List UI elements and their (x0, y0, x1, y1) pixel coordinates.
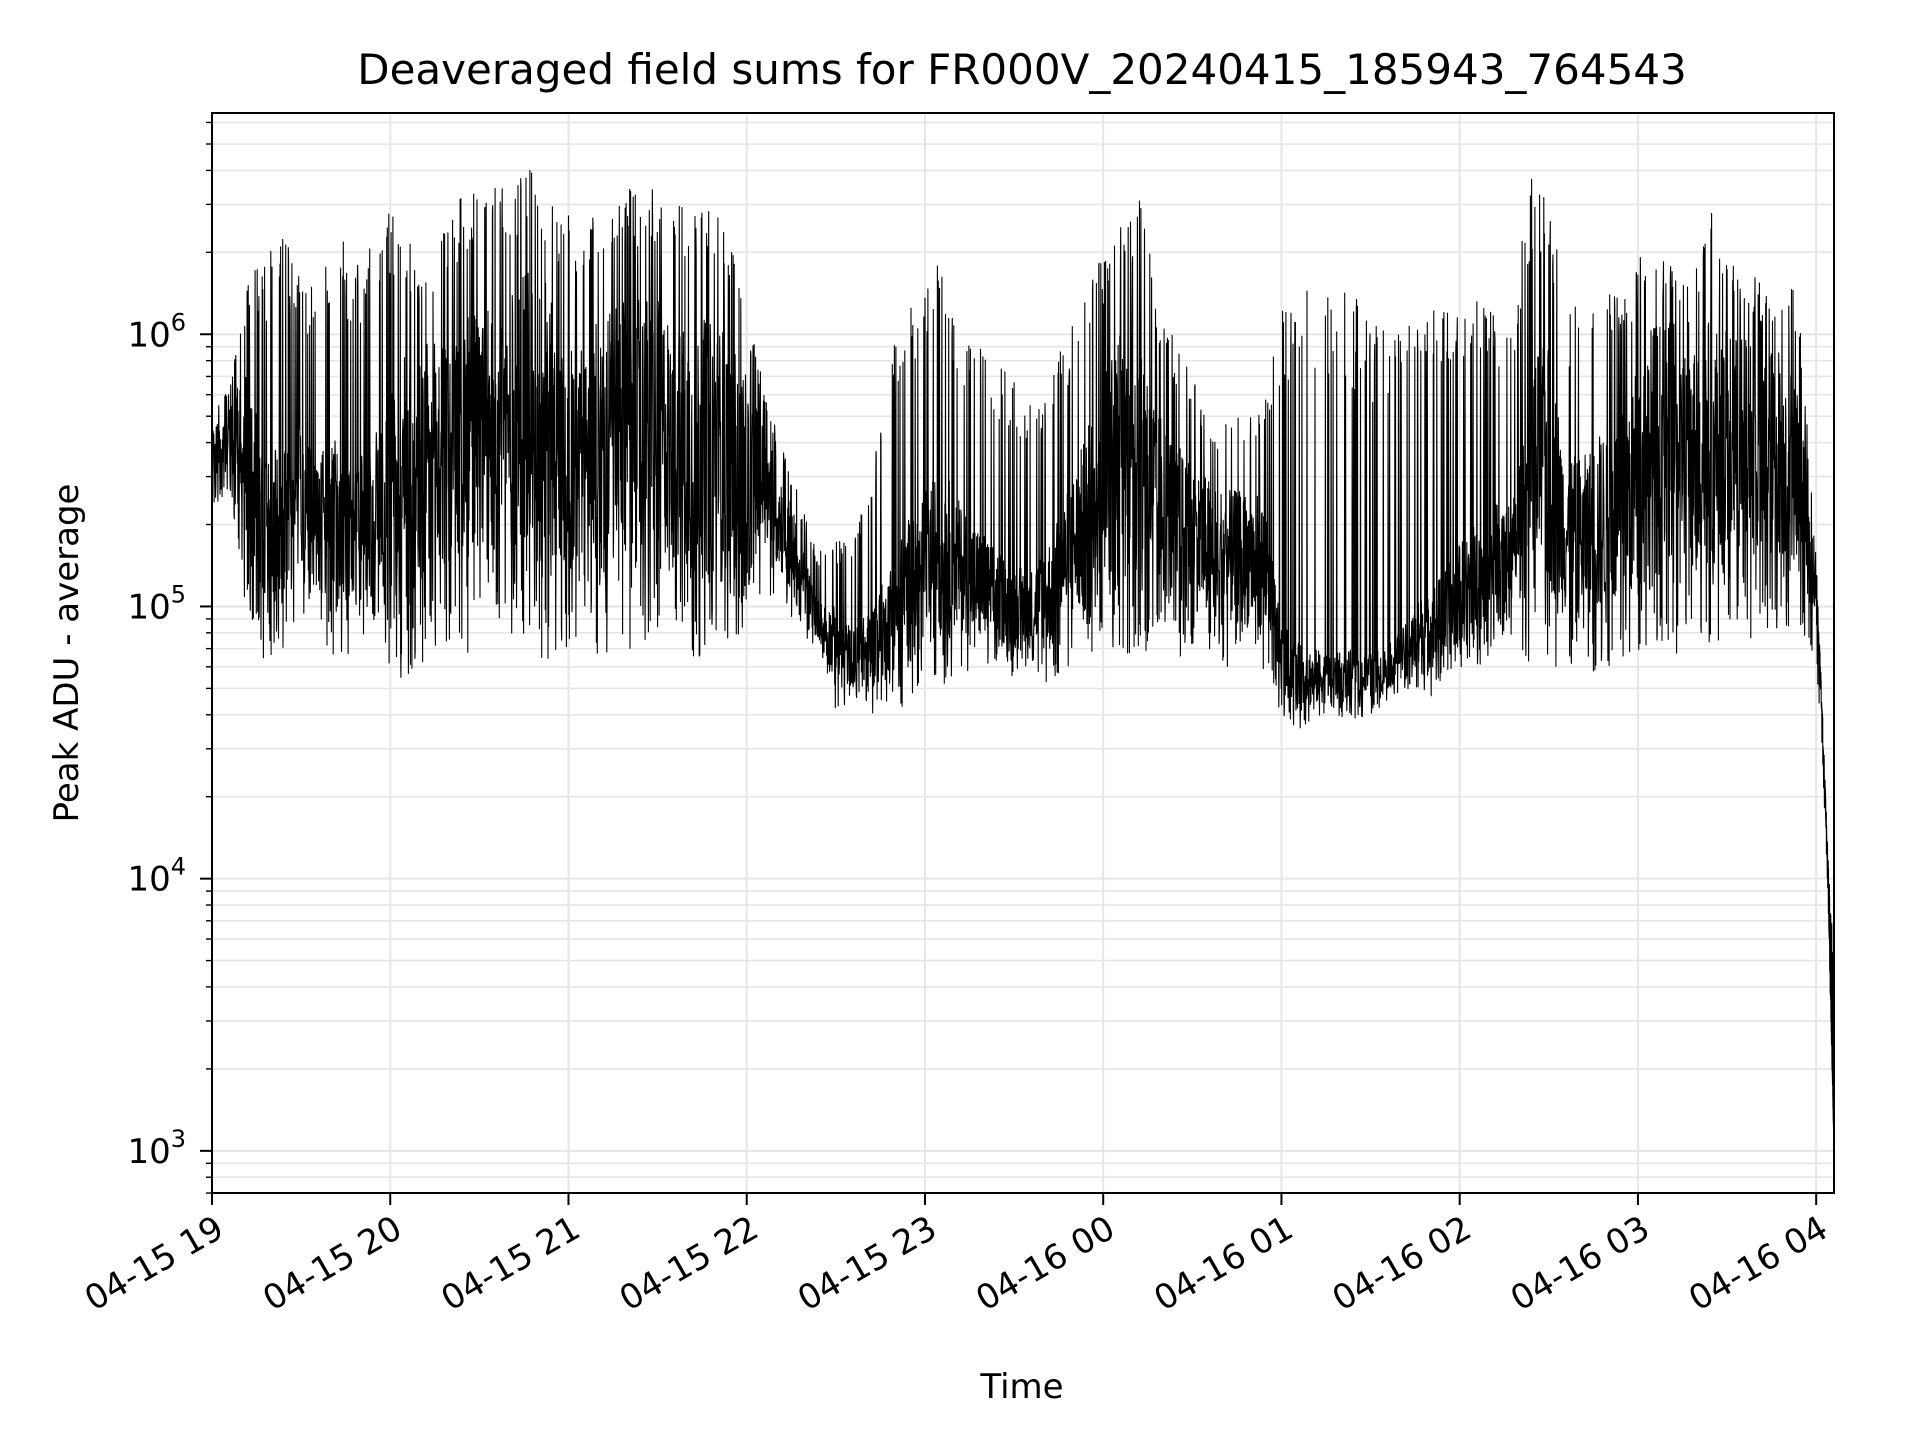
y-tick-label: 105 (127, 580, 186, 627)
y-tick-label: 104 (127, 853, 186, 900)
y-tick-label: 106 (127, 308, 186, 355)
x-axis-label: Time (979, 1367, 1063, 1407)
y-axis-label: Peak ADU - average (47, 484, 87, 823)
series-layer (211, 169, 1835, 1151)
plot-frame (211, 112, 1835, 1194)
series-line (211, 169, 1835, 1151)
chart-title: Deaveraged field sums for FR000V_2024041… (357, 45, 1687, 94)
y-tick-label: 103 (127, 1125, 186, 1172)
